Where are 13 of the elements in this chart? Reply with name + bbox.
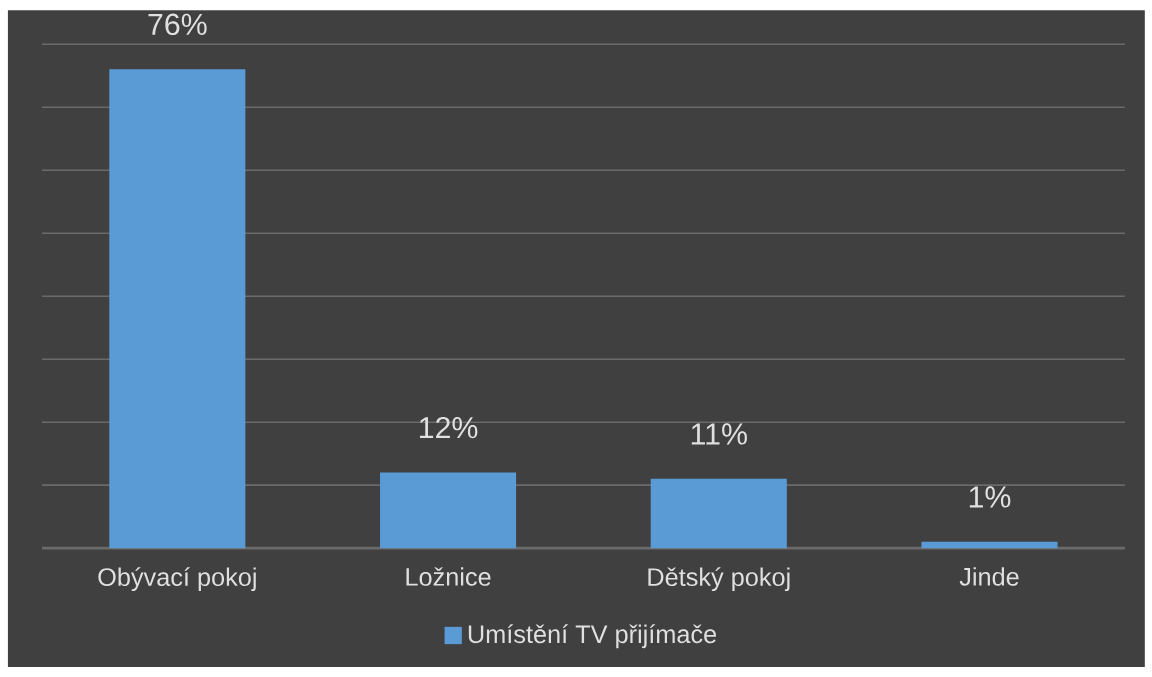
- bar: [380, 472, 517, 549]
- x-tick-label: Jinde: [959, 567, 1019, 586]
- data-label: 1%: [969, 486, 1011, 508]
- bar: [650, 478, 787, 549]
- data-label: 12%: [419, 416, 478, 439]
- data-label: 11%: [691, 423, 747, 445]
- bar: [109, 69, 246, 549]
- x-tick-label: Dětský pokoj: [648, 567, 790, 592]
- data-label: 76%: [148, 13, 207, 36]
- bar: [921, 541, 1058, 549]
- x-tick-label: Ložnice: [406, 567, 491, 586]
- legend-label: Umístění TV přijímače: [468, 624, 717, 649]
- x-tick-label: Obývací pokoj: [98, 567, 256, 592]
